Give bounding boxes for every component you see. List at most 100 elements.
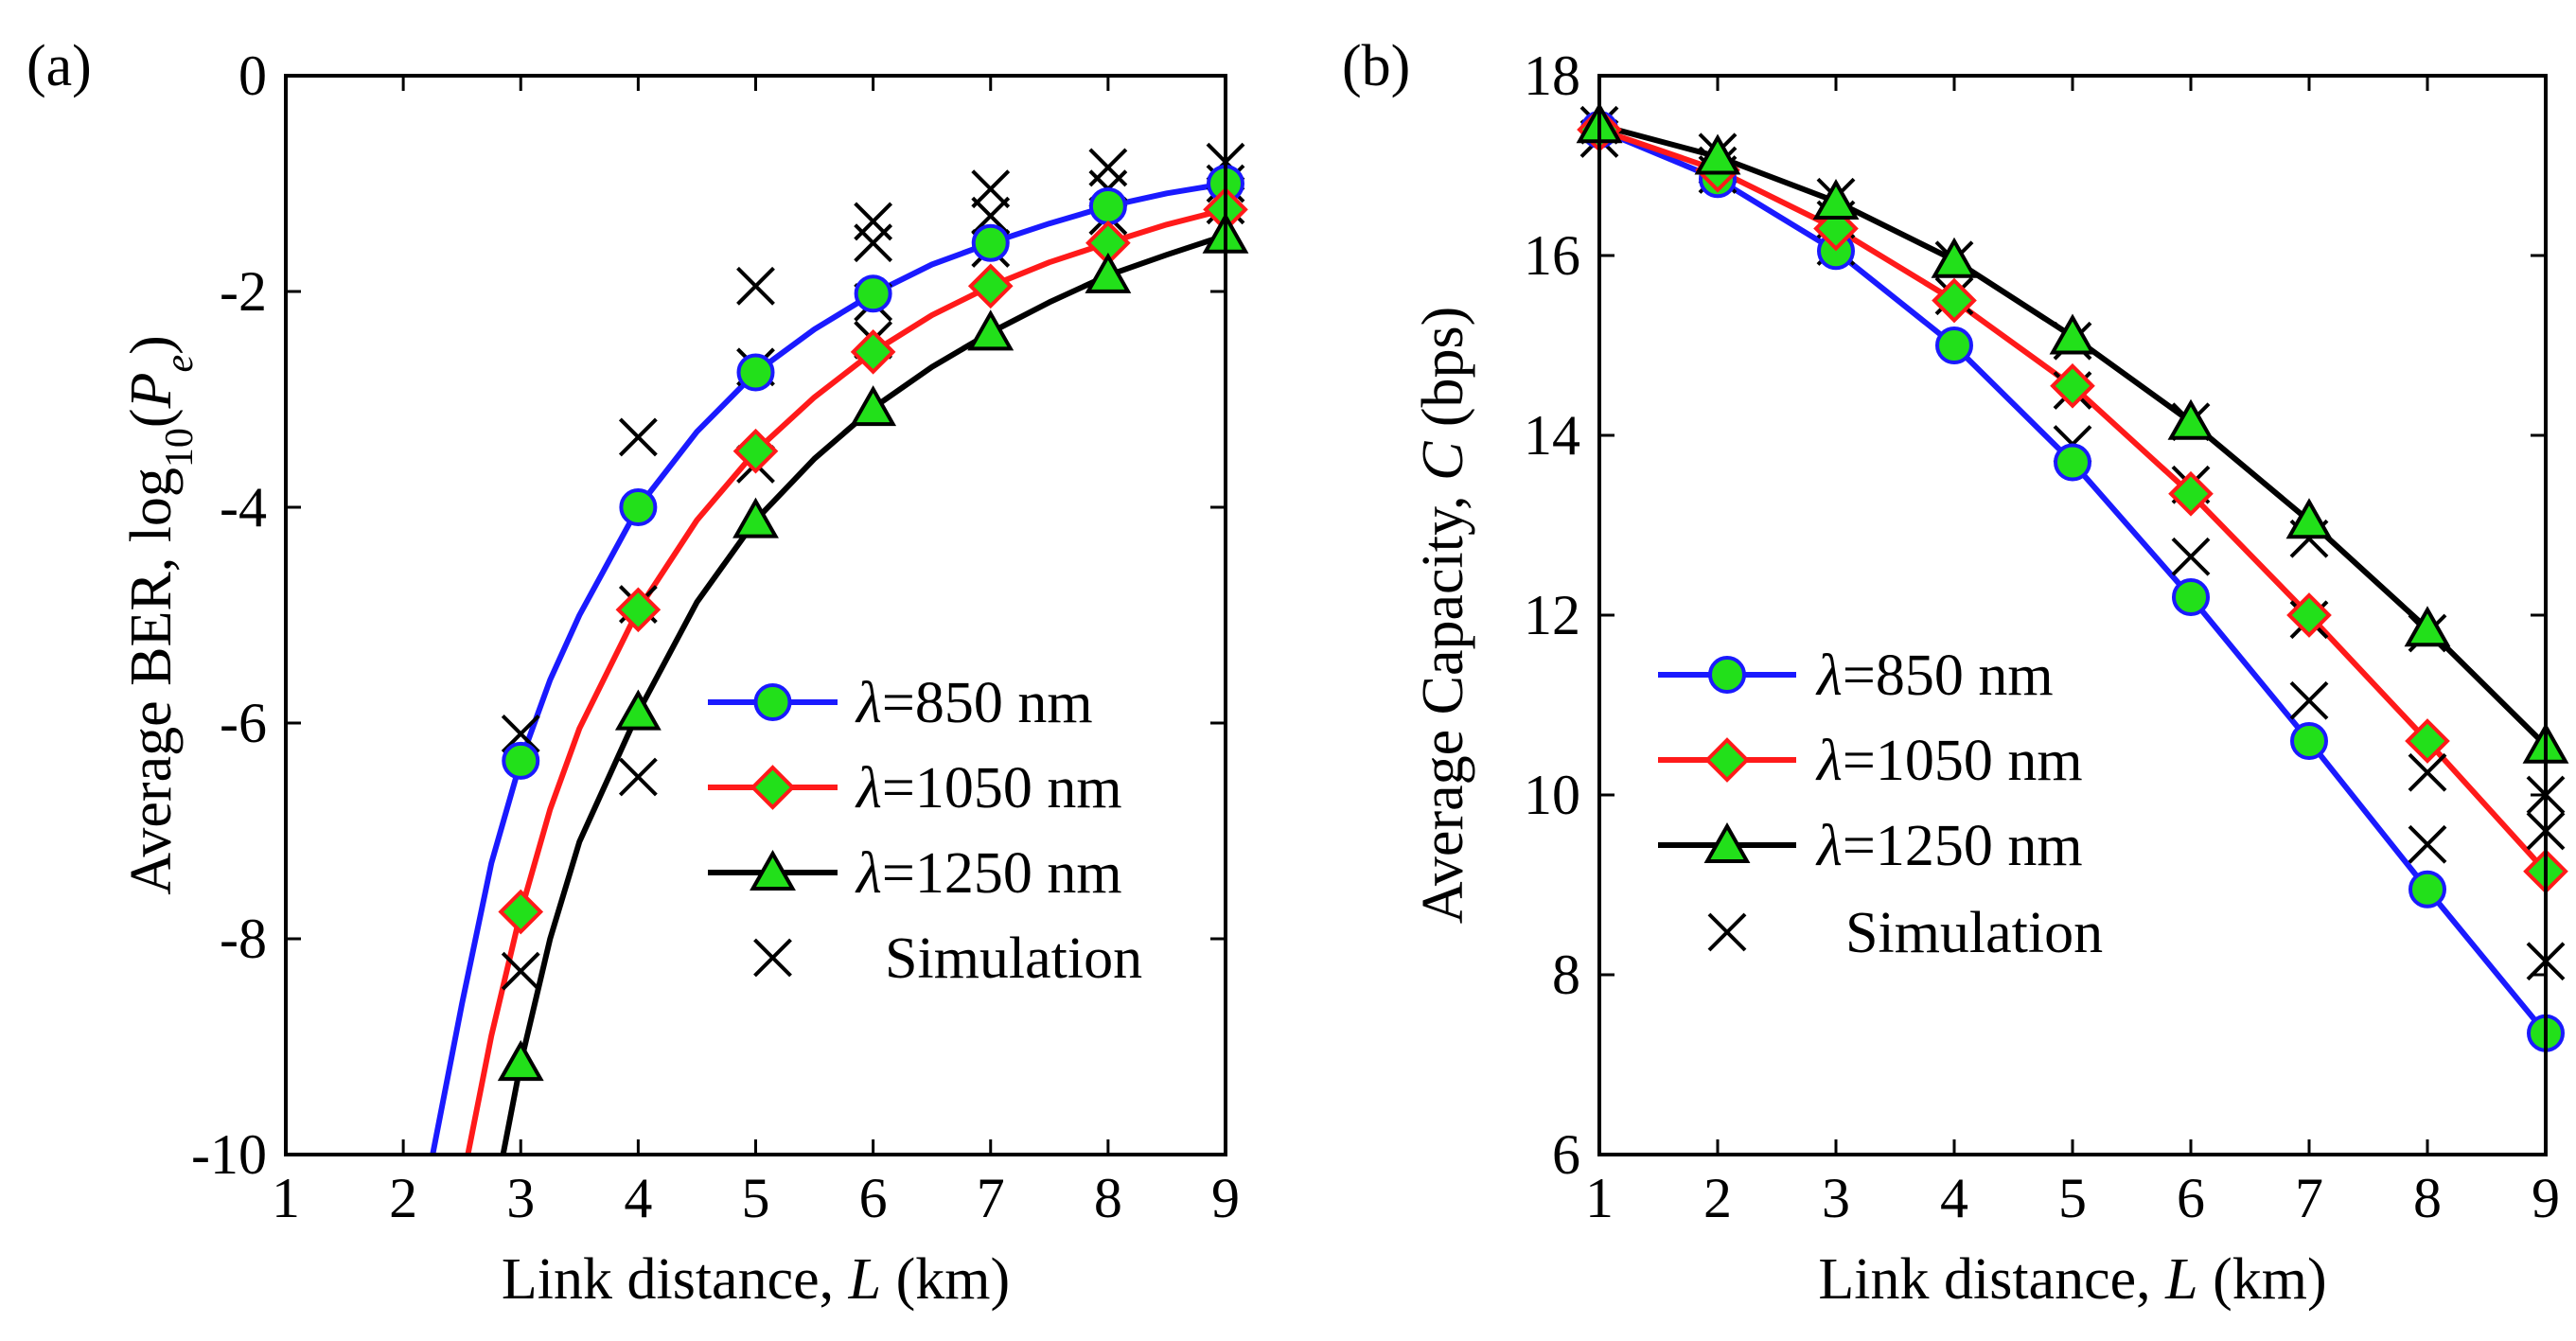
axis-ticks	[284, 74, 1227, 1156]
data-point-850	[2054, 443, 2091, 482]
y-tick-label: -10	[191, 1123, 267, 1186]
simulation-point	[971, 169, 1011, 209]
data-point-1250	[1694, 133, 1741, 175]
simulation-point	[2408, 752, 2447, 792]
plot-area	[1599, 122, 2546, 1036]
legend-label-simulation: Simulation	[885, 926, 1142, 991]
legend-marker-850	[1708, 656, 1746, 694]
y-tick-label: -6	[220, 692, 267, 754]
data-point-1050	[615, 587, 662, 633]
x-tick-label: 8	[1094, 1167, 1122, 1229]
x-tick-label: 5	[2058, 1167, 2087, 1229]
x-axis-title: Link distance, L (km)	[502, 1247, 1010, 1312]
y-axis-title: Average BER, log10(Pe)	[119, 335, 202, 895]
legend-label-1050: λ=1050 nm	[1815, 729, 2083, 793]
data-point-1250	[2167, 398, 2214, 440]
plot-frame	[1597, 74, 2548, 1156]
simulation-point	[2289, 680, 2329, 720]
data-point-850	[2172, 578, 2210, 616]
data-point-1250	[1931, 237, 1978, 278]
data-point-850	[1088, 186, 1127, 225]
simulation-point	[1088, 148, 1128, 187]
plot-area	[430, 181, 1226, 1155]
data-point-1250	[967, 309, 1015, 351]
simulation-point	[501, 714, 540, 753]
x-tick-label: 9	[2532, 1167, 2560, 1229]
x-tick-label: 1	[1585, 1167, 1614, 1229]
legend-marker-1050	[750, 765, 796, 810]
data-point-1250	[2404, 606, 2451, 647]
y-axis-title: Average Capacity, C (bps)	[1411, 307, 1475, 925]
simulation-point	[618, 417, 658, 457]
data-point-850	[2408, 870, 2446, 909]
simulation-point	[2408, 824, 2447, 864]
simulation-point	[501, 951, 540, 991]
data-point-850	[854, 274, 892, 313]
data-point-1250	[1812, 178, 1860, 220]
data-point-1250	[614, 689, 662, 731]
data-point-1050	[2168, 470, 2214, 517]
panel-label: (b)	[1342, 34, 1410, 98]
x-tick-label: 2	[389, 1167, 417, 1229]
y-tick-label: 16	[1524, 224, 1580, 287]
series-line-850	[1599, 127, 2546, 1036]
data-point-850	[2290, 722, 2328, 760]
data-point-1250	[850, 385, 897, 427]
x-tick-label: 7	[2295, 1167, 2323, 1229]
x-tick-label: 9	[1211, 1167, 1240, 1229]
series-markers-850	[502, 165, 1244, 780]
legend-marker-simulation	[753, 938, 792, 978]
chart-panel-a: (a) 1 2 3 4 5 6 7 8 9 -10 -8 -6 -4 -2 0 Link distance, L…	[26, 34, 1249, 1312]
simulation-point	[2171, 537, 2211, 576]
x-tick-label: 3	[1822, 1167, 1850, 1229]
data-point-850	[502, 741, 540, 780]
legend-label-1250: λ=1250 nm	[855, 841, 1122, 906]
legend-label-1250: λ=1250 nm	[1815, 814, 2083, 878]
series-line-850	[430, 181, 1226, 1155]
x-tick-label: 4	[624, 1167, 652, 1229]
legend-marker-simulation	[1707, 912, 1747, 952]
y-tick-label: 12	[1524, 584, 1580, 646]
data-point-1050	[2405, 718, 2450, 764]
data-point-850	[619, 488, 658, 526]
legend-marker-1250	[1703, 821, 1751, 863]
data-point-1050	[498, 889, 544, 935]
data-point-850	[971, 223, 1010, 262]
legend-label-850: λ=850 nm	[855, 671, 1093, 735]
x-tick-label: 7	[977, 1167, 1005, 1229]
panel-label: (a)	[26, 34, 92, 98]
data-point-1050	[2050, 362, 2095, 409]
x-tick-label: 8	[2413, 1167, 2442, 1229]
y-tick-label: -2	[220, 260, 267, 323]
simulation-point	[618, 757, 658, 797]
y-tick-label: 18	[1524, 44, 1580, 107]
y-tick-label: 14	[1524, 404, 1580, 467]
data-point-1250	[497, 1040, 544, 1082]
legend: λ=850 nm λ=1050 nm λ=1250 nm Simulation	[1658, 644, 2103, 965]
y-tick-label: 0	[238, 44, 267, 107]
plot-frame	[284, 74, 1227, 1156]
data-point-1050	[732, 428, 779, 474]
axis-ticks	[1597, 74, 2548, 1156]
data-point-1250	[2285, 498, 2333, 539]
legend-marker-1050	[1704, 737, 1750, 783]
y-tick-label: -8	[220, 908, 267, 970]
x-tick-label: 4	[1940, 1167, 1968, 1229]
data-point-1050	[1932, 277, 1977, 324]
data-point-850	[1935, 326, 1973, 364]
x-tick-label: 6	[2177, 1167, 2205, 1229]
series-markers-1250	[1576, 102, 2569, 764]
legend-label-simulation: Simulation	[1845, 901, 2103, 965]
data-point-1250	[732, 497, 779, 538]
x-tick-label: 3	[506, 1167, 535, 1229]
legend-label-850: λ=850 nm	[1815, 644, 2054, 708]
y-tick-label: 10	[1524, 764, 1580, 826]
data-point-1050	[2286, 592, 2332, 638]
simulation-point	[854, 223, 893, 263]
x-tick-label: 2	[1703, 1167, 1732, 1229]
legend-marker-1250	[750, 849, 796, 891]
simulation-point	[736, 266, 775, 306]
data-point-1250	[2049, 313, 2096, 355]
